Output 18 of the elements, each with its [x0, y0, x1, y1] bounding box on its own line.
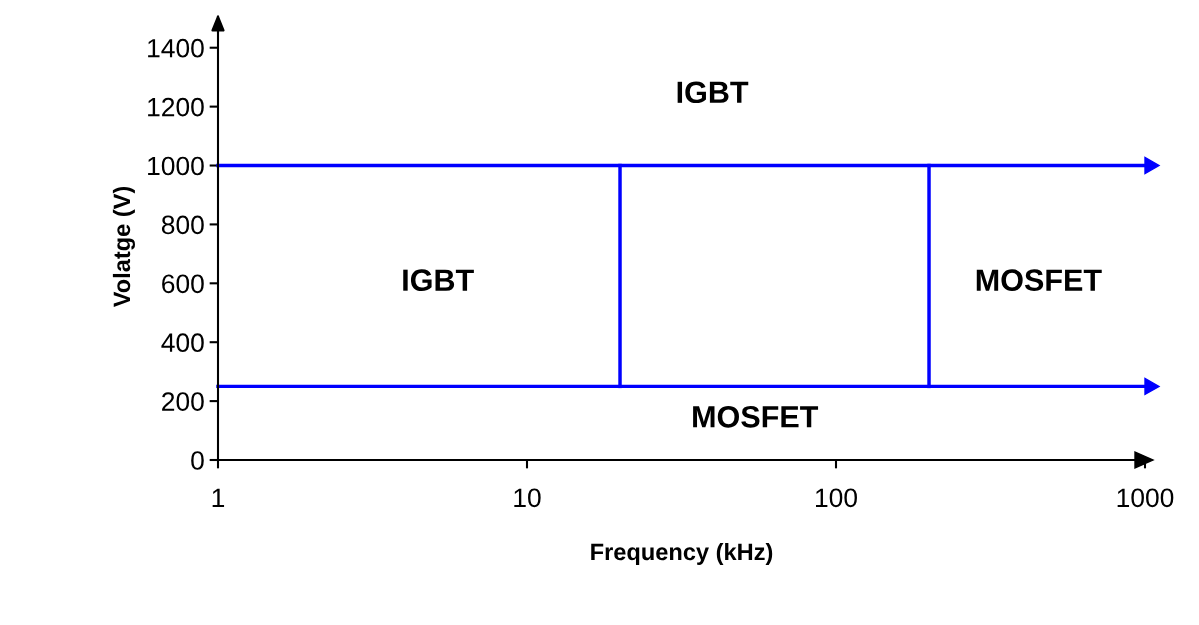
- y-tick-label: 1200: [148, 97, 204, 117]
- x-tick-label: 1000: [1117, 488, 1174, 508]
- y-axis-title: Volatge (V): [112, 186, 135, 308]
- x-tick-label: 1: [212, 488, 225, 507]
- x-axis-title: Frequency (kHz): [591, 542, 773, 565]
- x-tick-label: 10: [514, 488, 541, 508]
- annotation: MOSFET: [693, 406, 819, 428]
- y-tick-label: 1000: [148, 156, 204, 176]
- y-tick-label: 200: [162, 392, 204, 411]
- x-tick-label: 100: [816, 488, 857, 508]
- annotation: IGBT: [677, 81, 749, 104]
- y-tick-label: 0: [191, 451, 204, 470]
- y-tick-label: 600: [162, 274, 204, 294]
- annotation: MOSFET: [976, 269, 1102, 291]
- y-tick-label: 1400: [148, 38, 204, 58]
- annotation: IGBT: [403, 269, 474, 291]
- y-tick-label: 800: [161, 215, 204, 235]
- y-tick-label: 400: [161, 333, 204, 353]
